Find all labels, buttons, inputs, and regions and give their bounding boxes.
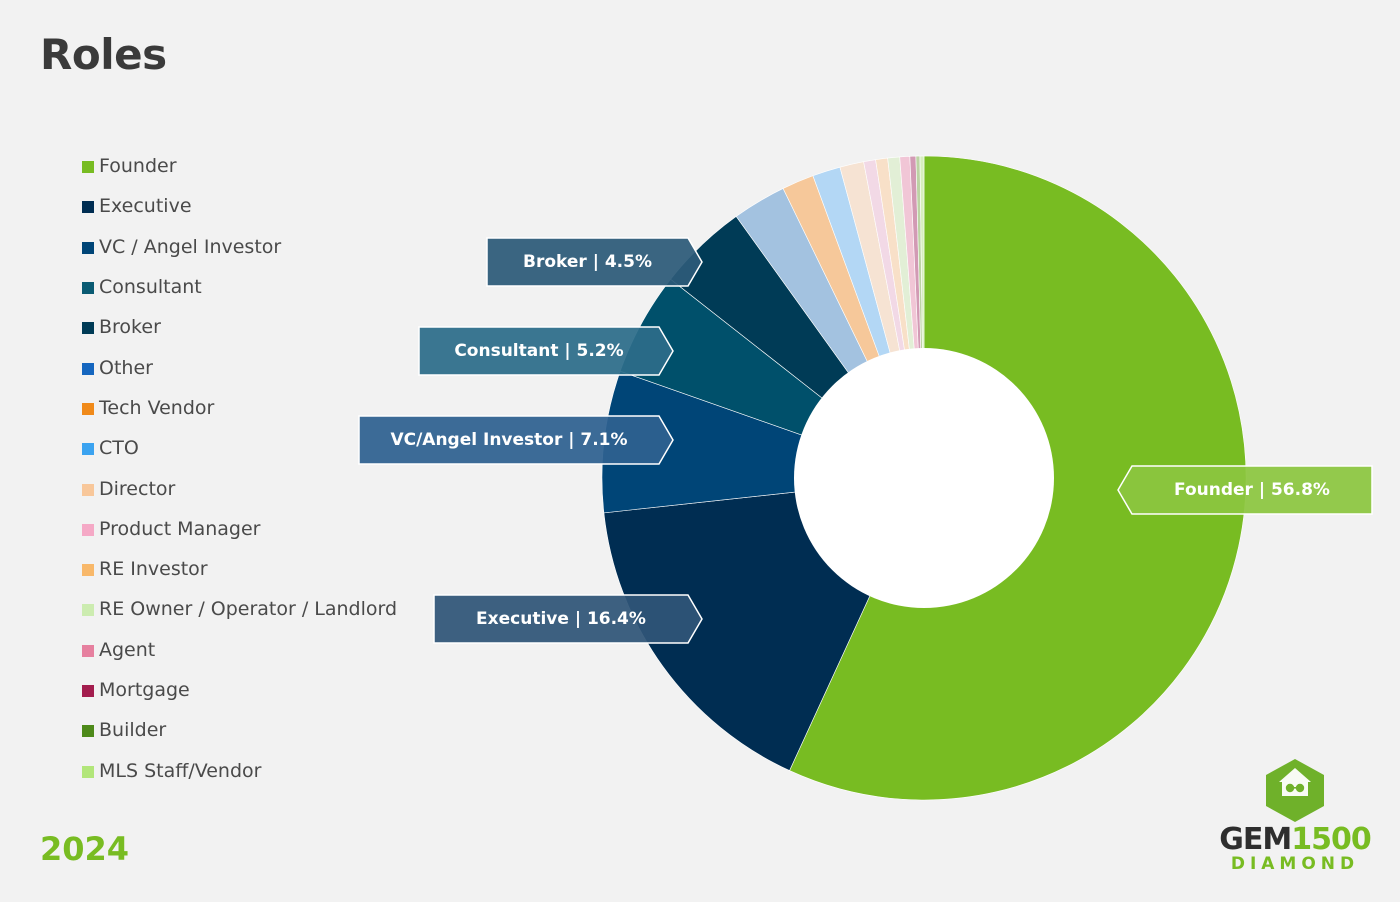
legend-label: Broker	[99, 316, 161, 339]
legend-item-broker: Broker	[82, 307, 397, 347]
legend-item-builder: Builder	[82, 710, 397, 750]
legend-label: Executive	[99, 195, 192, 218]
legend-item-executive: Executive	[82, 186, 397, 226]
legend-item-director: Director	[82, 468, 397, 508]
legend-item-product-manager: Product Manager	[82, 509, 397, 549]
legend-swatch	[82, 685, 94, 697]
legend-swatch	[82, 483, 94, 496]
legend-item-other: Other	[82, 347, 397, 387]
donut-hole	[794, 348, 1054, 608]
legend-item-tech-vendor: Tech Vendor	[82, 388, 397, 428]
callout-founder: Founder | 56.8%	[1117, 465, 1373, 515]
callout-broker: Broker | 4.5%	[486, 237, 703, 287]
house-gem-icon	[1266, 759, 1324, 822]
legend-item-vc-angel-investor: VC / Angel Investor	[82, 227, 397, 267]
legend-swatch	[82, 161, 94, 174]
legend-item-cto: CTO	[82, 428, 397, 468]
legend-swatch	[82, 402, 94, 415]
legend-swatch	[82, 644, 94, 657]
brand-logo: GEM1500 DIAMOND	[1214, 756, 1376, 876]
legend-label: Product Manager	[99, 517, 261, 540]
legend-item-mortgage: Mortgage	[82, 670, 397, 710]
callout-vc-angel-investor: VC/Angel Investor | 7.1%	[358, 415, 674, 465]
legend-swatch	[82, 322, 94, 335]
legend-item-re-owner-operator-landlord: RE Owner / Operator / Landlord	[82, 589, 397, 629]
callout-box	[418, 326, 674, 376]
legend-swatch	[82, 443, 94, 456]
brand-name: GEM1500	[1214, 822, 1376, 857]
legend-label: MLS Staff/Vendor	[99, 759, 262, 782]
legend-swatch	[82, 765, 94, 778]
brand-name-part1: GEM	[1219, 822, 1292, 857]
page-title: Roles	[40, 30, 167, 79]
callout-box	[486, 237, 703, 287]
brand-name-part2: 1500	[1291, 822, 1371, 857]
legend-item-consultant: Consultant	[82, 267, 397, 307]
legend-label: RE Investor	[99, 558, 208, 581]
legend-label: Consultant	[99, 276, 202, 299]
legend-label: Agent	[99, 638, 156, 661]
callout-box	[358, 415, 674, 465]
callout-text: Consultant | 5.2%	[454, 341, 623, 361]
legend-item-founder: Founder	[82, 146, 397, 186]
year-label: 2024	[40, 830, 130, 868]
legend-label: Tech Vendor	[99, 396, 215, 419]
callout-text: Founder | 56.8%	[1174, 480, 1330, 500]
chart-legend: Founder Executive VC / Angel Investor Consu…	[82, 146, 397, 791]
legend-label: Founder	[99, 155, 177, 178]
callout-text: VC/Angel Investor | 7.1%	[390, 430, 627, 450]
legend-item-agent: Agent	[82, 630, 397, 670]
callout-executive: Executive | 16.4%	[433, 594, 703, 644]
legend-swatch	[82, 241, 94, 254]
legend-label: Director	[99, 477, 176, 500]
callout-box	[1117, 465, 1373, 515]
legend-label: CTO	[99, 437, 139, 460]
legend-swatch	[82, 523, 94, 536]
callout-consultant: Consultant | 5.2%	[418, 326, 674, 376]
legend-swatch	[82, 282, 94, 295]
legend-label: RE Owner / Operator / Landlord	[99, 598, 398, 621]
legend-label: Other	[99, 356, 153, 379]
callout-text: Executive | 16.4%	[476, 609, 646, 629]
callout-text: Broker | 4.5%	[523, 252, 652, 272]
legend-swatch	[82, 564, 94, 577]
callout-box	[433, 594, 703, 644]
legend-swatch	[82, 725, 94, 738]
legend-item-mls-staff-vendor: MLS Staff/Vendor	[82, 750, 397, 790]
legend-label: VC / Angel Investor	[99, 235, 282, 258]
legend-item-re-investor: RE Investor	[82, 549, 397, 589]
legend-swatch	[82, 604, 94, 617]
legend-label: Mortgage	[99, 679, 190, 701]
callout-labels: Founder | 56.8% Executive | 16.4% VC/Angel…	[358, 237, 1373, 644]
legend-label: Builder	[99, 719, 167, 742]
brand-subtitle: DIAMOND	[1230, 854, 1360, 874]
legend-swatch	[82, 362, 94, 375]
legend-swatch	[82, 201, 94, 214]
